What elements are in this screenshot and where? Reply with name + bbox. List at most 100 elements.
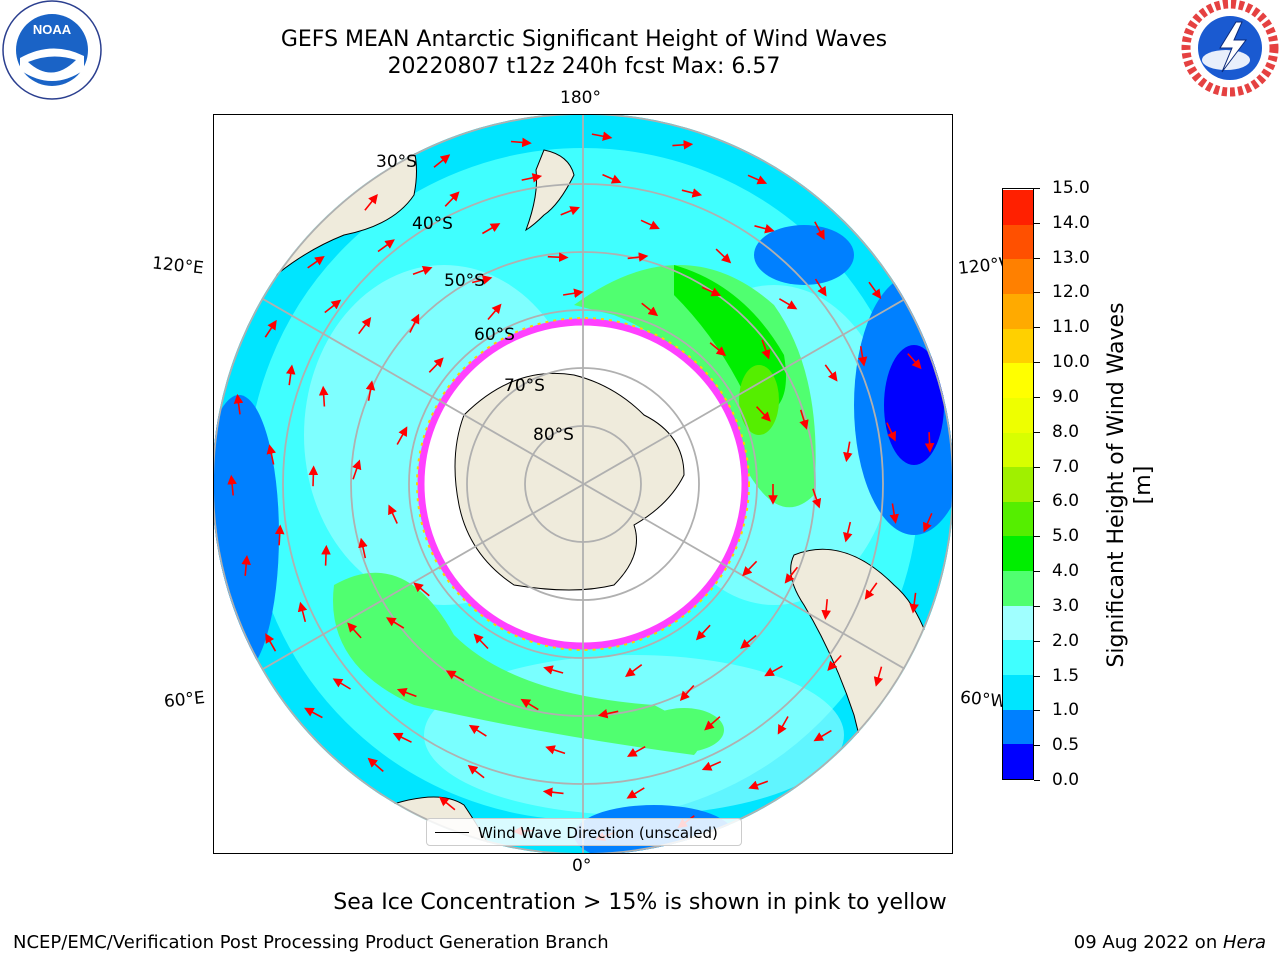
wind-arrow <box>377 239 395 253</box>
colorbar-tick <box>1034 571 1040 573</box>
wind-arrow <box>233 393 244 415</box>
wind-arrow <box>542 787 564 797</box>
footer-date: 09 Aug 2022 on Hera <box>1074 932 1266 953</box>
colorbar-tick-label: 7.0 <box>1052 456 1080 477</box>
wind-arrow <box>318 385 329 407</box>
colorbar-tick-label: 0.5 <box>1052 735 1080 756</box>
wind-arrow <box>814 221 825 241</box>
wind-arrow <box>886 422 896 442</box>
wind-arrow <box>388 504 398 524</box>
map-legend: Wind Wave Direction (unscaled) <box>426 818 742 846</box>
wind-arrow <box>799 409 809 430</box>
wind-arrow <box>672 140 694 150</box>
legend-label: Wind Wave Direction (unscaled) <box>478 824 718 842</box>
map-canvas <box>214 115 952 853</box>
wind-arrow <box>626 787 645 799</box>
colorbar-segment <box>1003 258 1033 294</box>
wind-arrow <box>602 173 622 184</box>
wind-arrow <box>367 757 384 773</box>
wind-arrow <box>392 732 412 743</box>
wind-arrow <box>709 342 727 357</box>
noaa-logo: NOAA <box>2 0 102 100</box>
wind-arrow <box>701 286 722 297</box>
colorbar-tick-label: 3.0 <box>1052 595 1080 616</box>
legend-line-swatch <box>435 832 469 833</box>
wind-arrow <box>679 684 695 701</box>
wind-arrow <box>864 582 878 600</box>
colorbar-tick-label: 14.0 <box>1052 212 1090 233</box>
colorbar-tick <box>1034 466 1040 468</box>
colorbar-tick <box>1034 745 1040 747</box>
colorbar-segment <box>1003 362 1033 398</box>
wind-arrow <box>873 666 884 687</box>
wind-arrow <box>625 664 643 678</box>
colorbar <box>1002 188 1034 780</box>
wind-arrow <box>264 319 277 338</box>
wind-arrow <box>365 380 376 401</box>
colorbar-segment <box>1003 501 1033 537</box>
colorbar-tick <box>1034 675 1040 677</box>
wind-arrow <box>285 364 296 386</box>
wind-arrow <box>274 524 285 546</box>
colorbar-tick <box>1034 257 1040 259</box>
colorbar-segment <box>1003 639 1033 676</box>
colorbar-tick-label: 15.0 <box>1052 178 1090 198</box>
colorbar-tick-label: 10.0 <box>1052 352 1090 373</box>
wind-arrow <box>827 654 842 671</box>
wind-arrow <box>814 278 827 297</box>
colorbar-segment <box>1003 189 1033 225</box>
wind-arrow <box>843 521 853 543</box>
lat-label-50s: 50°S <box>444 271 485 291</box>
wind-arrow <box>347 622 362 639</box>
wind-arrow <box>332 678 351 690</box>
wind-arrow <box>386 617 405 629</box>
colorbar-tick <box>1034 605 1040 607</box>
wind-arrow <box>778 298 798 310</box>
wind-arrow <box>715 248 732 264</box>
wind-arrow <box>358 537 368 559</box>
wind-arrow <box>597 708 619 719</box>
colorbar-tick-label: 12.0 <box>1052 282 1090 303</box>
wind-arrow <box>266 444 276 465</box>
wind-arrow <box>747 174 768 185</box>
colorbar-tick-label: 5.0 <box>1052 526 1080 547</box>
wind-arrow <box>640 219 660 230</box>
wind-arrow <box>468 724 487 737</box>
wind-arrow <box>889 503 899 524</box>
lat-label-80s: 80°S <box>533 425 574 445</box>
wind-arrow <box>545 745 566 755</box>
wind-arrow <box>510 137 532 148</box>
wind-arrow <box>740 634 757 649</box>
wind-arrow <box>922 512 933 533</box>
wind-arrow <box>627 746 646 757</box>
wind-arrow <box>520 698 539 711</box>
wind-arrow <box>473 633 489 650</box>
wind-arrow <box>428 357 444 373</box>
colorbar-tick-label: 9.0 <box>1052 386 1080 407</box>
lon-label-upper-left: 120°E <box>151 253 205 279</box>
colorbar-tick-label: 2.0 <box>1052 630 1080 651</box>
wind-arrow <box>487 303 502 321</box>
colorbar-tick <box>1034 640 1040 642</box>
colorbar-tick <box>1034 780 1040 781</box>
wave-zone-3to4 <box>644 708 724 752</box>
colorbar-tick <box>1034 710 1040 712</box>
footer-host: Hera <box>1222 932 1266 953</box>
wind-arrow <box>358 317 372 335</box>
wind-arrow <box>227 474 237 496</box>
wind-arrow <box>265 633 277 652</box>
wind-arrow <box>467 764 485 779</box>
wind-arrow <box>813 729 832 742</box>
wind-arrow <box>812 488 822 509</box>
wind-arrow <box>241 555 251 576</box>
colorbar-tick <box>1034 501 1040 503</box>
land-new-zealand <box>525 149 575 232</box>
wind-arrow <box>627 252 649 262</box>
colorbar-tick-label: 1.5 <box>1052 665 1080 686</box>
colorbar-tick-label: 11.0 <box>1052 317 1090 338</box>
colorbar-segment <box>1003 224 1033 260</box>
colorbar-segment <box>1003 605 1033 641</box>
wind-arrow <box>481 223 501 235</box>
wind-arrow <box>695 624 711 641</box>
wind-arrow <box>764 665 783 677</box>
